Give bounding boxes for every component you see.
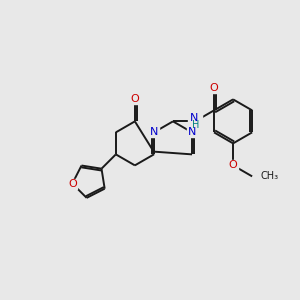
Polygon shape — [228, 160, 238, 170]
Polygon shape — [209, 83, 219, 93]
Polygon shape — [67, 178, 77, 189]
Text: H: H — [192, 120, 200, 130]
Text: O: O — [229, 160, 238, 170]
Polygon shape — [187, 128, 197, 137]
Text: CH₃: CH₃ — [260, 171, 278, 182]
Text: O: O — [210, 83, 218, 93]
Text: N: N — [188, 128, 196, 137]
Polygon shape — [130, 94, 140, 104]
Text: N: N — [190, 113, 198, 123]
Text: N: N — [150, 128, 158, 137]
Text: O: O — [68, 178, 77, 189]
Polygon shape — [149, 128, 159, 137]
Text: O: O — [130, 94, 139, 104]
Polygon shape — [188, 114, 202, 128]
